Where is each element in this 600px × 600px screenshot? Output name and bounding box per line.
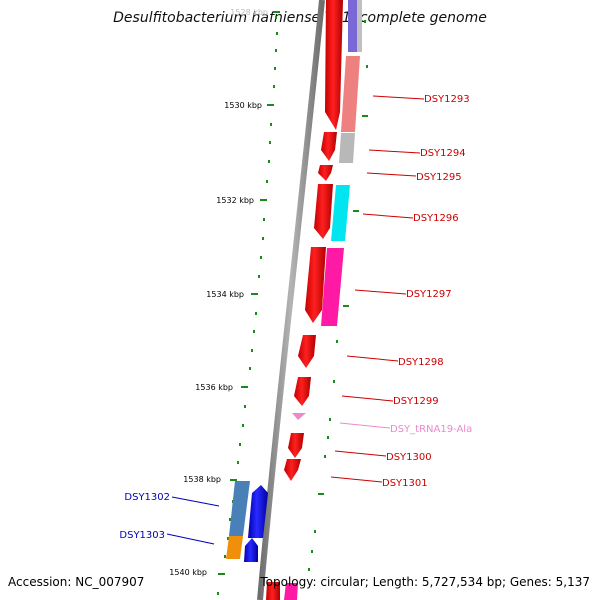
gene-arrow[interactable] [248, 485, 268, 538]
gene-arrow[interactable] [318, 165, 333, 181]
gene-arrow[interactable] [325, 0, 343, 130]
gene-arrow[interactable] [266, 582, 280, 600]
map-title: Desulfitobacterium hafniense Y51, comple… [113, 10, 487, 26]
topology-text: Topology: circular; Length: 5,727,534 bp… [260, 575, 590, 589]
gene-label-dsy1296[interactable]: DSY1296 [413, 213, 459, 224]
gene-arrow[interactable] [294, 377, 311, 406]
category-block [321, 248, 344, 326]
category-block [341, 56, 360, 132]
kbp-label: 1532 kbp [216, 196, 254, 205]
accession-text: Accession: NC_007907 [8, 575, 145, 589]
gene-arrow[interactable] [288, 433, 304, 458]
gene-label-dsy1295[interactable]: DSY1295 [416, 172, 462, 183]
gene-arrow[interactable] [284, 459, 301, 481]
category-block [226, 536, 243, 559]
kbp-label: 1530 kbp [224, 101, 262, 110]
gene-arrow[interactable] [305, 247, 326, 323]
category-track [226, 0, 362, 600]
category-block [339, 133, 355, 163]
kbp-label: 1540 kbp [169, 568, 207, 577]
outer-tick-track [308, 20, 368, 571]
gene-label-dsy1300[interactable]: DSY1300 [386, 452, 432, 463]
gene-label-dsy1294[interactable]: DSY1294 [420, 148, 466, 159]
gene-arrow[interactable] [298, 335, 316, 368]
major-tick-track [218, 11, 280, 575]
gene-arrow[interactable] [314, 184, 333, 239]
kbp-label: 1538 kbp [183, 475, 221, 484]
genome-backbone [257, 0, 325, 600]
gene-label-dsy1298[interactable]: DSY1298 [398, 357, 444, 368]
gene-label-dsy1302[interactable]: DSY1302 [124, 492, 170, 503]
category-block [284, 583, 298, 600]
gene-label-trna19-ala[interactable]: DSY_tRNA19-Ala [390, 424, 472, 435]
forward-strand-genes [266, 0, 343, 600]
gene-label-dsy1303[interactable]: DSY1303 [119, 530, 165, 541]
category-block [357, 0, 362, 52]
label-connectors [166, 95, 425, 545]
kbp-label: 1534 kbp [206, 290, 244, 299]
gene-label-dsy1301[interactable]: DSY1301 [382, 478, 428, 489]
category-block [331, 185, 350, 241]
kbp-label: 1536 kbp [195, 383, 233, 392]
category-block [229, 481, 250, 536]
gene-arrow[interactable] [244, 538, 258, 562]
trna-arrow[interactable] [292, 413, 306, 420]
category-block [348, 0, 357, 52]
gene-label-dsy1297[interactable]: DSY1297 [406, 289, 452, 300]
kbp-label: 1528 kbp [230, 8, 268, 17]
gene-label-dsy1293[interactable]: DSY1293 [424, 94, 470, 105]
gene-arrow[interactable] [321, 132, 337, 161]
gene-label-dsy1299[interactable]: DSY1299 [393, 396, 439, 407]
